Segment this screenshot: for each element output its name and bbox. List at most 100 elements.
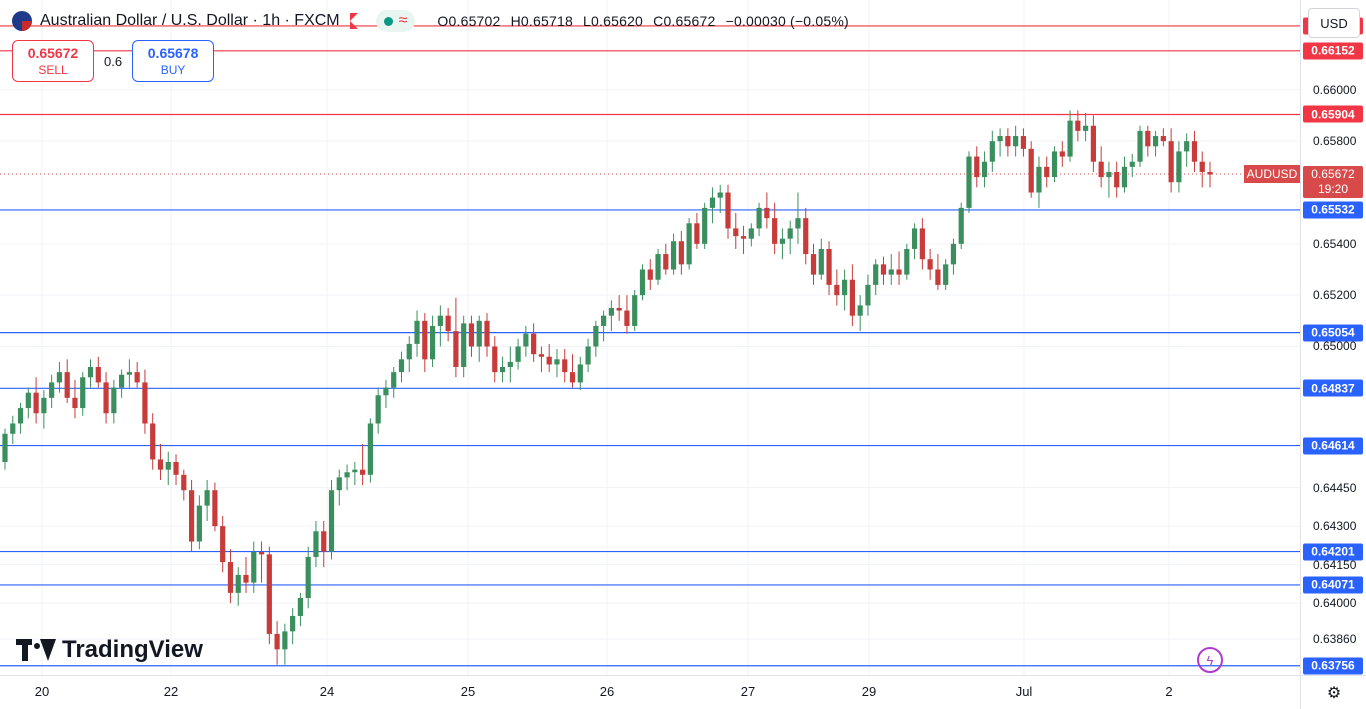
candle-body bbox=[429, 325, 436, 360]
candle-body bbox=[484, 320, 490, 347]
candle-body bbox=[360, 469, 366, 475]
candle-body bbox=[352, 469, 358, 473]
candle-body bbox=[499, 367, 506, 373]
candle-body bbox=[25, 392, 31, 409]
candle-body bbox=[997, 136, 1003, 142]
candle-body bbox=[585, 346, 591, 365]
candle-body bbox=[134, 372, 140, 383]
candle-body bbox=[1184, 141, 1190, 152]
candle-body bbox=[950, 243, 957, 265]
market-status-pill[interactable]: ≈ bbox=[375, 10, 416, 32]
candle-body bbox=[1044, 166, 1050, 178]
sell-price: 0.65672 bbox=[27, 45, 79, 61]
price-tick-label: 0.64150 bbox=[1313, 557, 1357, 572]
candle-body bbox=[1020, 136, 1027, 149]
symbol-title[interactable]: Australian Dollar / U.S. Dollar · 1h · F… bbox=[40, 12, 340, 29]
currency-selector[interactable]: USD bbox=[1308, 8, 1360, 38]
brand-name: TradingView bbox=[62, 636, 203, 663]
support-price-label: 0.64614 bbox=[1303, 437, 1363, 455]
candle-body bbox=[10, 423, 16, 434]
wave-icon: ≈ bbox=[398, 12, 408, 29]
buy-price: 0.65678 bbox=[147, 45, 199, 61]
candle-body bbox=[142, 382, 148, 424]
candle-body bbox=[748, 228, 754, 239]
time-axis[interactable]: 20 22 24 25 26 27 29 Jul 2 bbox=[0, 675, 1300, 709]
candle-body bbox=[873, 264, 879, 285]
candle-body bbox=[227, 562, 234, 593]
candle-body bbox=[1090, 125, 1096, 162]
change-value: −0.00030 (−0.05%) bbox=[725, 13, 849, 29]
time-tick-label: 22 bbox=[163, 684, 179, 699]
candle-body bbox=[1106, 171, 1112, 178]
support-price-label: 0.64201 bbox=[1303, 543, 1363, 561]
flag-marker-icon[interactable] bbox=[349, 13, 358, 29]
support-price-label: 0.65054 bbox=[1303, 324, 1363, 342]
chart-plot-area[interactable]: Australian Dollar / U.S. Dollar · 1h · F… bbox=[0, 0, 1300, 675]
price-axis[interactable]: 0.66000 0.65800 0.65400 0.65200 0.65000 0.644… bbox=[1300, 0, 1366, 675]
aud-usd-flag-icon bbox=[12, 11, 32, 31]
candle-body bbox=[49, 382, 55, 398]
candle-body bbox=[880, 264, 887, 275]
sell-button[interactable]: 0.65672 SELL bbox=[12, 40, 94, 82]
current-symbol-tag: AUDUSD bbox=[1244, 165, 1300, 183]
candle-body bbox=[220, 526, 226, 563]
tradingview-logo[interactable]: TradingView bbox=[16, 636, 203, 664]
candle-body bbox=[1199, 161, 1205, 172]
time-tick-label: 20 bbox=[34, 684, 50, 699]
current-price-label: 0.65672 19:20 bbox=[1303, 166, 1363, 198]
candle-body bbox=[391, 372, 397, 388]
bar-countdown: 19:20 bbox=[1317, 182, 1349, 196]
time-tick-label: 29 bbox=[861, 684, 877, 699]
candle-body bbox=[383, 387, 389, 396]
candle-body bbox=[33, 392, 39, 414]
candle-body bbox=[1152, 136, 1159, 147]
candle-body bbox=[126, 372, 132, 375]
candle-body bbox=[1098, 161, 1104, 178]
candle-body bbox=[842, 279, 848, 296]
candle-body bbox=[849, 279, 855, 316]
candle-body bbox=[2, 433, 8, 462]
candle-body bbox=[989, 141, 995, 162]
candle-body bbox=[787, 228, 793, 239]
candle-body bbox=[795, 218, 801, 229]
candle-body bbox=[80, 377, 86, 409]
candle-body bbox=[445, 315, 451, 332]
lightning-icon[interactable]: ϟ bbox=[1197, 647, 1223, 673]
candle-body bbox=[251, 551, 257, 583]
candle-body bbox=[344, 472, 350, 478]
time-tick-label: 26 bbox=[599, 684, 615, 699]
market-open-dot-icon bbox=[383, 16, 393, 26]
candle-body bbox=[818, 248, 824, 275]
price-tick-label: 0.65200 bbox=[1313, 288, 1357, 303]
candle-body bbox=[624, 310, 630, 326]
candle-body bbox=[56, 372, 63, 383]
buy-button[interactable]: 0.65678 BUY bbox=[132, 40, 215, 82]
candle-body bbox=[313, 531, 319, 557]
candle-body bbox=[173, 461, 179, 475]
time-tick-label: 2 bbox=[1165, 684, 1173, 699]
candle-body bbox=[204, 490, 210, 506]
candle-body bbox=[437, 315, 443, 326]
candle-body bbox=[546, 356, 552, 365]
candle-body bbox=[1160, 136, 1166, 142]
candle-body bbox=[1059, 151, 1065, 157]
candlestick-chart bbox=[0, 0, 1300, 675]
candle-body bbox=[531, 333, 537, 355]
candle-body bbox=[64, 372, 70, 398]
candle-body bbox=[95, 367, 101, 383]
candle-body bbox=[1176, 151, 1182, 183]
current-price-value: 0.65672 bbox=[1311, 167, 1355, 181]
candle-body bbox=[274, 633, 280, 650]
settings-gear-icon[interactable]: ⚙ bbox=[1300, 675, 1366, 709]
candle-body bbox=[670, 241, 677, 270]
candle-body bbox=[981, 161, 988, 178]
candle-body bbox=[398, 359, 405, 373]
price-tick-label: 0.64000 bbox=[1313, 596, 1357, 611]
candle-body bbox=[367, 423, 373, 475]
candle-body bbox=[150, 423, 156, 460]
tradingview-mark-icon bbox=[16, 639, 56, 661]
support-price-label: 0.64071 bbox=[1303, 576, 1363, 594]
support-price-label: 0.63756 bbox=[1303, 657, 1363, 675]
candle-body bbox=[1005, 136, 1011, 147]
candle-body bbox=[639, 269, 646, 296]
